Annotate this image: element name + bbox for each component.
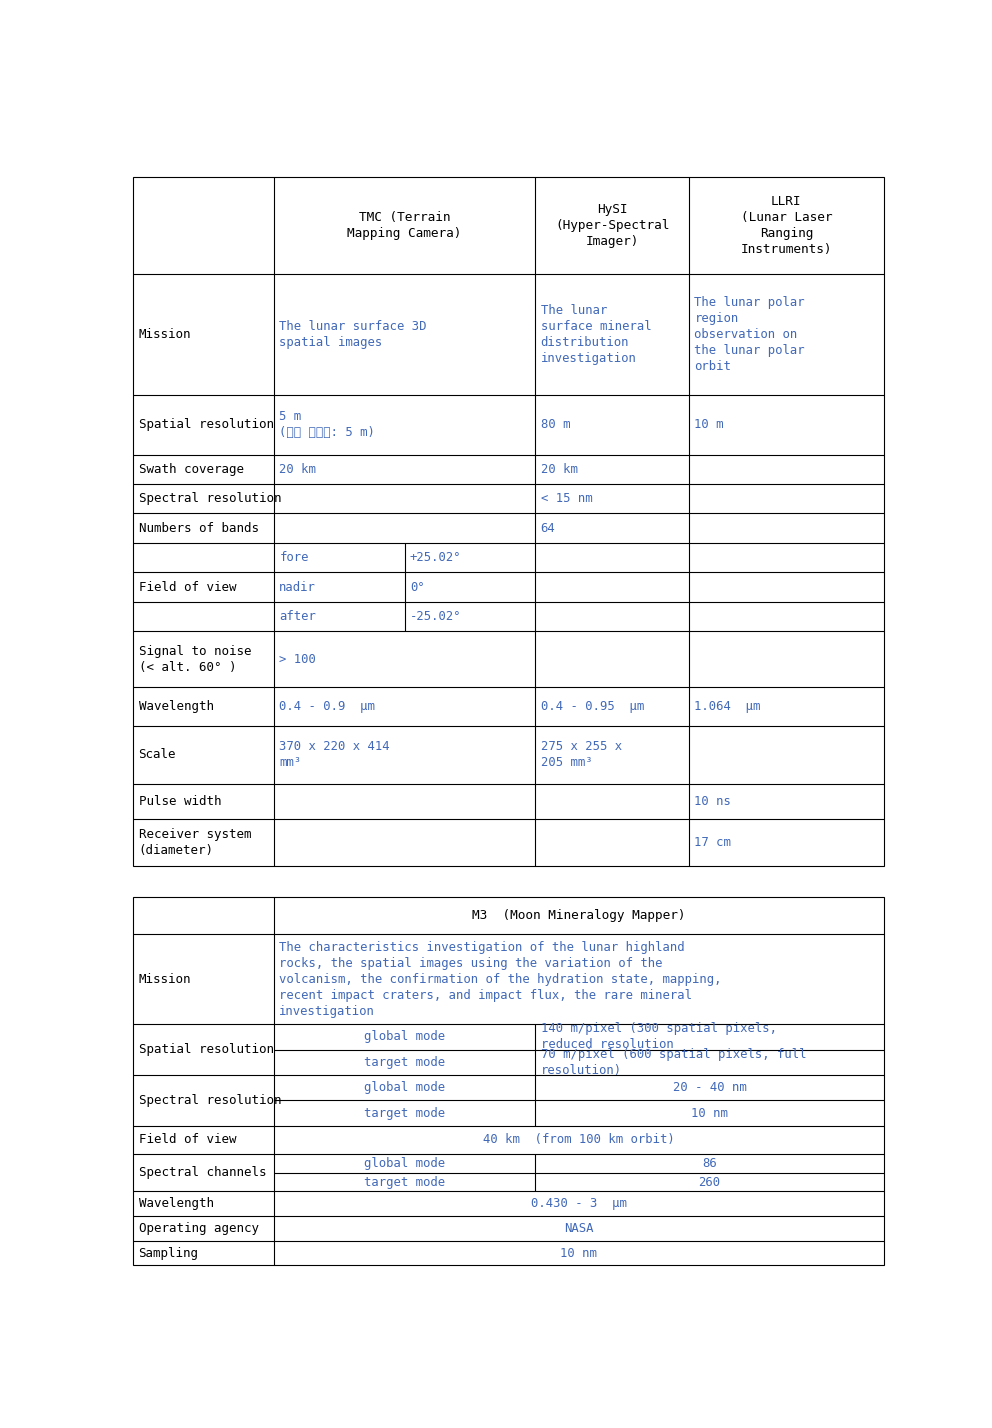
Text: Receiver system
(diameter): Receiver system (diameter)	[139, 828, 251, 857]
Text: Sampling: Sampling	[139, 1247, 198, 1259]
Text: 140 m/pixel (300 spatial pixels,
reduced resolution: 140 m/pixel (300 spatial pixels, reduced…	[541, 1022, 777, 1051]
Text: -25.02°: -25.02°	[410, 610, 461, 623]
Text: Mission: Mission	[139, 327, 191, 341]
Text: global mode: global mode	[364, 1031, 445, 1044]
Text: +25.02°: +25.02°	[410, 551, 461, 564]
Text: 70 m/pixel (600 spatial pixels, full
resolution): 70 m/pixel (600 spatial pixels, full res…	[541, 1048, 806, 1077]
Text: Pulse width: Pulse width	[139, 795, 221, 808]
Bar	[133, 177, 884, 867]
Text: Spatial resolution: Spatial resolution	[139, 1042, 274, 1057]
Text: Signal to noise
(< alt. 60° ): Signal to noise (< alt. 60° )	[139, 644, 251, 674]
Text: M3  (Moon Mineralogy Mapper): M3 (Moon Mineralogy Mapper)	[472, 910, 685, 922]
Text: Operating agency: Operating agency	[139, 1222, 259, 1235]
Bar	[133, 897, 884, 1265]
Text: 0°: 0°	[410, 581, 425, 594]
Text: 260: 260	[698, 1175, 720, 1188]
Text: 370 x 220 x 414
mm³: 370 x 220 x 414 mm³	[280, 741, 390, 770]
Text: 0.4 - 0.9  μm: 0.4 - 0.9 μm	[280, 700, 375, 713]
Text: NASA: NASA	[564, 1222, 593, 1235]
Text: Spatial resolution: Spatial resolution	[139, 418, 274, 431]
Text: The characteristics investigation of the lunar highland
rocks, the spatial image: The characteristics investigation of the…	[280, 941, 722, 1018]
Text: Field of view: Field of view	[139, 1134, 236, 1147]
Text: 80 m: 80 m	[541, 418, 570, 431]
Text: 20 km: 20 km	[280, 463, 316, 476]
Text: The lunar
surface mineral
distribution
investigation: The lunar surface mineral distribution i…	[541, 304, 652, 364]
Text: target mode: target mode	[364, 1055, 445, 1068]
Text: fore: fore	[280, 551, 309, 564]
Text: 10 nm: 10 nm	[691, 1107, 728, 1120]
Text: Spectral channels: Spectral channels	[139, 1167, 266, 1180]
Text: Mission: Mission	[139, 972, 191, 985]
Text: 20 km: 20 km	[541, 463, 577, 476]
Text: Spectral resolution: Spectral resolution	[139, 1094, 281, 1107]
Text: Scale: Scale	[139, 748, 177, 761]
Text: The lunar surface 3D
spatial images: The lunar surface 3D spatial images	[280, 320, 427, 348]
Text: after: after	[280, 610, 316, 623]
Text: 86: 86	[702, 1157, 717, 1170]
Text: 0.430 - 3  μm: 0.430 - 3 μm	[531, 1197, 627, 1211]
Text: 10 nm: 10 nm	[560, 1247, 597, 1259]
Text: Wavelength: Wavelength	[139, 1197, 213, 1211]
Text: target mode: target mode	[364, 1175, 445, 1188]
Text: 20 - 40 nm: 20 - 40 nm	[673, 1081, 746, 1094]
Text: global mode: global mode	[364, 1157, 445, 1170]
Text: 275 x 255 x
205 mm³: 275 x 255 x 205 mm³	[541, 741, 622, 770]
Text: Swath coverage: Swath coverage	[139, 463, 244, 476]
Text: 1.064  μm: 1.064 μm	[694, 700, 761, 713]
Text: 0.4 - 0.95  μm: 0.4 - 0.95 μm	[541, 700, 644, 713]
Text: Numbers of bands: Numbers of bands	[139, 521, 259, 534]
Text: 10 m: 10 m	[694, 418, 724, 431]
Text: 64: 64	[541, 521, 556, 534]
Text: 40 km  (from 100 km orbit): 40 km (from 100 km orbit)	[483, 1134, 675, 1147]
Text: nadir: nadir	[280, 581, 316, 594]
Text: Field of view: Field of view	[139, 581, 236, 594]
Text: > 100: > 100	[280, 653, 316, 665]
Text: Spectral resolution: Spectral resolution	[139, 493, 281, 506]
Text: The lunar polar
region
observation on
the lunar polar
orbit: The lunar polar region observation on th…	[694, 296, 806, 373]
Text: 5 m
(고도 해상도: 5 m): 5 m (고도 해상도: 5 m)	[280, 410, 375, 440]
Text: < 15 nm: < 15 nm	[541, 493, 592, 506]
Text: TMC (Terrain
Mapping Camera): TMC (Terrain Mapping Camera)	[347, 211, 462, 240]
Text: LLRI
(Lunar Laser
Ranging
Instruments): LLRI (Lunar Laser Ranging Instruments)	[741, 194, 832, 256]
Text: HySI
(Hyper-Spectral
Imager): HySI (Hyper-Spectral Imager)	[555, 203, 670, 247]
Text: Wavelength: Wavelength	[139, 700, 213, 713]
Text: target mode: target mode	[364, 1107, 445, 1120]
Text: 17 cm: 17 cm	[694, 835, 731, 850]
Text: global mode: global mode	[364, 1081, 445, 1094]
Text: 10 ns: 10 ns	[694, 795, 731, 808]
